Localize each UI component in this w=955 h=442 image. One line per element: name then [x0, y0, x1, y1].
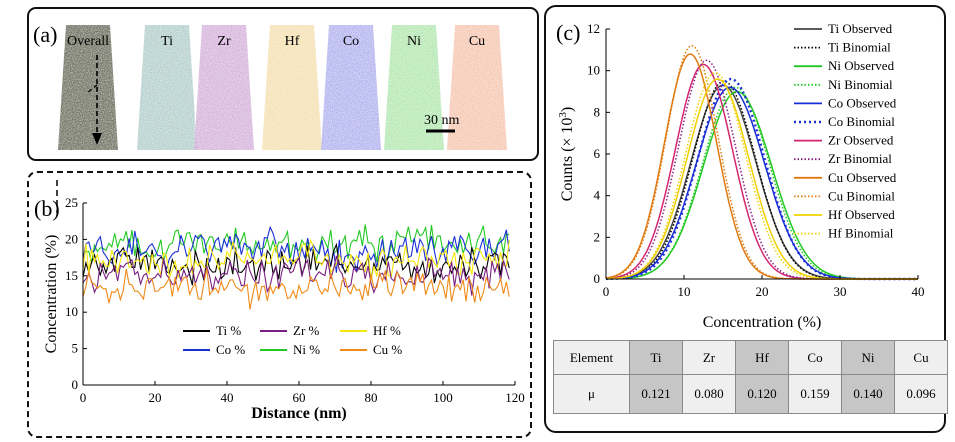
- panel-b-label: (b): [34, 196, 60, 221]
- table-cell: 0.120: [735, 374, 789, 414]
- panel-c-label: (c): [556, 20, 581, 45]
- series-line-zr: [82, 255, 510, 296]
- legend-label: Zr Observed: [828, 133, 894, 148]
- x-tick-label: 60: [293, 390, 306, 405]
- frequency-distribution-chart: 0 10 20 30 40 0 2 4 6 8 10 12 Ti Observed Ti Binomia…: [557, 21, 925, 331]
- legend-label: Hf Binomial: [828, 226, 894, 241]
- legend-label: Cu Binomial: [828, 188, 895, 203]
- table-header-cell: Ni: [841, 340, 895, 375]
- table-header-cell: Element: [553, 340, 630, 375]
- x-tick-label: 120: [505, 390, 525, 405]
- y-tick-label: 6: [594, 146, 601, 161]
- legend-label: Hf Observed: [828, 207, 895, 222]
- table-cell: 0.121: [629, 374, 683, 414]
- x-tick-label: 40: [912, 284, 925, 299]
- element-label: Overall: [67, 34, 109, 49]
- y-tick-label: 4: [594, 188, 601, 203]
- y-tick-label: 2: [594, 229, 601, 244]
- table-row: μ 0.121 0.080 0.120 0.159 0.140 0.096: [553, 374, 948, 414]
- table-cell: 0.096: [894, 374, 948, 414]
- series-line-cu: [82, 268, 510, 310]
- reconstruction-images: Overall Ti Zr Hf Co Ni Cu 30 nm: [58, 25, 507, 150]
- y-tick-label: 15: [65, 268, 78, 283]
- legend-label: Ti Binomial: [828, 40, 891, 55]
- table-cell: 0.140: [841, 374, 895, 414]
- legend-label: Zr %: [293, 323, 320, 338]
- table-header-cell: Zr: [682, 340, 736, 375]
- y-tick-label: 0: [594, 271, 601, 286]
- x-tick-label: 100: [433, 390, 453, 405]
- x-tick-label: 10: [678, 284, 691, 299]
- y-tick-label: 0: [72, 377, 79, 392]
- legend-label: Ti Observed: [828, 21, 893, 36]
- speckle-texture: [137, 25, 197, 150]
- table-header-cell: Hf: [735, 340, 789, 375]
- table-header-cell: Co: [788, 340, 842, 375]
- legend-label: Ni Observed: [828, 58, 895, 73]
- y-tick-label: 20: [65, 231, 78, 246]
- legend-label: Zr Binomial: [828, 151, 892, 166]
- speckle-texture: [447, 25, 507, 150]
- y-tick-label: 12: [587, 21, 600, 36]
- x-tick-label: 0: [603, 284, 610, 299]
- table-header-row: Element Ti Zr Hf Co Ni Cu: [553, 340, 948, 375]
- speckle-texture: [321, 25, 381, 150]
- table-header-cell: Cu: [894, 340, 948, 375]
- legend-label: Cu %: [373, 342, 402, 357]
- x-tick-label: 80: [365, 390, 378, 405]
- y-axis-title: Counts (× 103): [557, 107, 576, 202]
- x-tick-label: 0: [80, 390, 87, 405]
- panel-a-frame: [27, 7, 539, 161]
- x-tick-label: 20: [756, 284, 769, 299]
- series-co-binomial: [605, 77, 918, 281]
- x-tick-label: 20: [149, 390, 162, 405]
- speckle-texture: [262, 25, 322, 150]
- series-line-co: [82, 225, 510, 273]
- y-tick-label: 5: [72, 341, 79, 356]
- x-axis-title: Distance (nm): [251, 405, 347, 422]
- x-axis-title: Concentration (%): [703, 314, 822, 331]
- series-line-hf: [82, 238, 510, 281]
- mu-table: Element Ti Zr Hf Co Ni Cu μ 0.121 0.080 …: [553, 340, 948, 414]
- legend-label: Co Observed: [828, 95, 897, 110]
- series-line-ni: [82, 224, 510, 263]
- y-tick-label: 10: [587, 63, 600, 78]
- concentration-profile-chart: 0 20 40 60 80 100 120 0 5 10 15 20 25 Ti % Zr % Hf % Co…: [43, 180, 525, 422]
- x-tick-label: 30: [834, 284, 847, 299]
- panel-b-frame: [27, 171, 532, 438]
- table-row-label: μ: [553, 374, 630, 414]
- speckle-texture: [58, 25, 118, 150]
- scale-bar-label: 30 nm: [424, 113, 460, 128]
- callout-line: [86, 84, 98, 94]
- legend-label: Ni Binomial: [828, 77, 893, 92]
- table-header-cell: Ti: [629, 340, 683, 375]
- arrow-head-icon: [92, 133, 102, 145]
- legend-label: Co Binomial: [828, 114, 895, 129]
- panel-c-frame: [544, 5, 946, 433]
- panel-a-label: (a): [33, 22, 58, 47]
- element-label: Zr: [217, 34, 231, 49]
- element-label: Co: [343, 34, 359, 49]
- element-label: Ni: [407, 34, 421, 49]
- y-tick-label: 10: [65, 304, 78, 319]
- speckle-texture: [194, 25, 254, 150]
- y-tick-label: 8: [594, 104, 601, 119]
- element-label: Ti: [161, 34, 173, 49]
- legend-label: Co %: [216, 342, 245, 357]
- element-label: Cu: [469, 34, 485, 49]
- element-label: Hf: [285, 34, 300, 49]
- table-cell: 0.080: [682, 374, 736, 414]
- legend-label: Cu Observed: [828, 170, 897, 185]
- y-tick-label: 25: [65, 195, 78, 210]
- y-axis-title: Concentration (%): [43, 235, 60, 354]
- x-tick-label: 40: [221, 390, 234, 405]
- legend-label: Hf %: [373, 323, 401, 338]
- table-cell: 0.159: [788, 374, 842, 414]
- legend-label: Ti %: [216, 323, 241, 338]
- speckle-texture: [384, 25, 444, 150]
- legend-label: Ni %: [293, 342, 320, 357]
